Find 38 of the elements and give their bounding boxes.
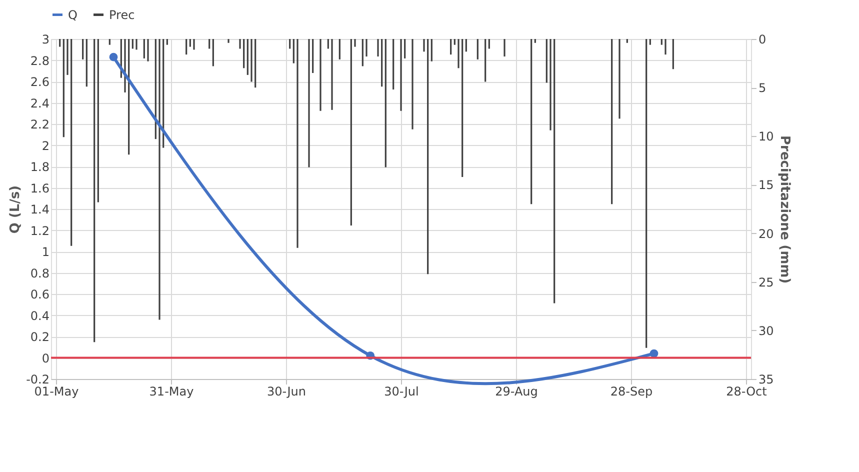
y-tick-label: 2.8	[30, 54, 50, 68]
y-tick-label: 0.4	[30, 308, 50, 323]
point	[650, 349, 658, 358]
y2-tick-label: 35	[758, 372, 774, 386]
x-tick-label: 28-Oct	[726, 384, 768, 398]
y-tick-label: 1.2	[30, 224, 50, 238]
x-tick-label: 31-May	[149, 384, 194, 398]
x-tick-label: 30-Jun	[266, 384, 306, 398]
y-tick-label: 1.6	[30, 181, 50, 196]
x-tick-label: 01-May	[34, 384, 79, 398]
y2-tick-label: 10	[758, 130, 774, 144]
y2-tick-label: 5	[758, 81, 766, 96]
y2-tick-label: 15	[758, 178, 774, 192]
point	[109, 52, 118, 62]
y2-axis-title: Precipitazione (mm)	[776, 135, 792, 284]
y-tick-label: 0	[42, 351, 50, 366]
y-tick-label: 0.8	[30, 266, 50, 280]
y2-tick-label: 25	[758, 275, 774, 290]
y-tick-label: 0.6	[30, 288, 50, 302]
y-tick-label: 1	[42, 245, 50, 259]
y2-tick-label: 0	[758, 32, 766, 46]
legend-label: Q	[68, 8, 78, 22]
y-tick-label: 1.8	[30, 160, 50, 174]
x-tick-label: 30-Jul	[384, 384, 419, 398]
y-tick-label: 2	[42, 138, 50, 153]
y2-tick-label: 20	[758, 226, 774, 241]
y-axis-title: Q (L/s)	[8, 185, 24, 234]
y-tick-label: 1.4	[30, 202, 50, 216]
y2-tick-label: 30	[758, 324, 774, 338]
y-tick-label: -0.2	[26, 372, 50, 386]
y-tick-label: 2.4	[30, 96, 50, 110]
x-tick-label: 29-Aug	[495, 384, 538, 398]
y-tick-label: 2.6	[30, 75, 50, 89]
legend-label: Prec	[109, 8, 135, 22]
y-tick-label: 3	[42, 32, 50, 46]
y-tick-label: 2.2	[30, 118, 50, 132]
x-tick-label: 28-Sep	[610, 384, 653, 398]
y-tick-label: 0.2	[30, 330, 50, 344]
